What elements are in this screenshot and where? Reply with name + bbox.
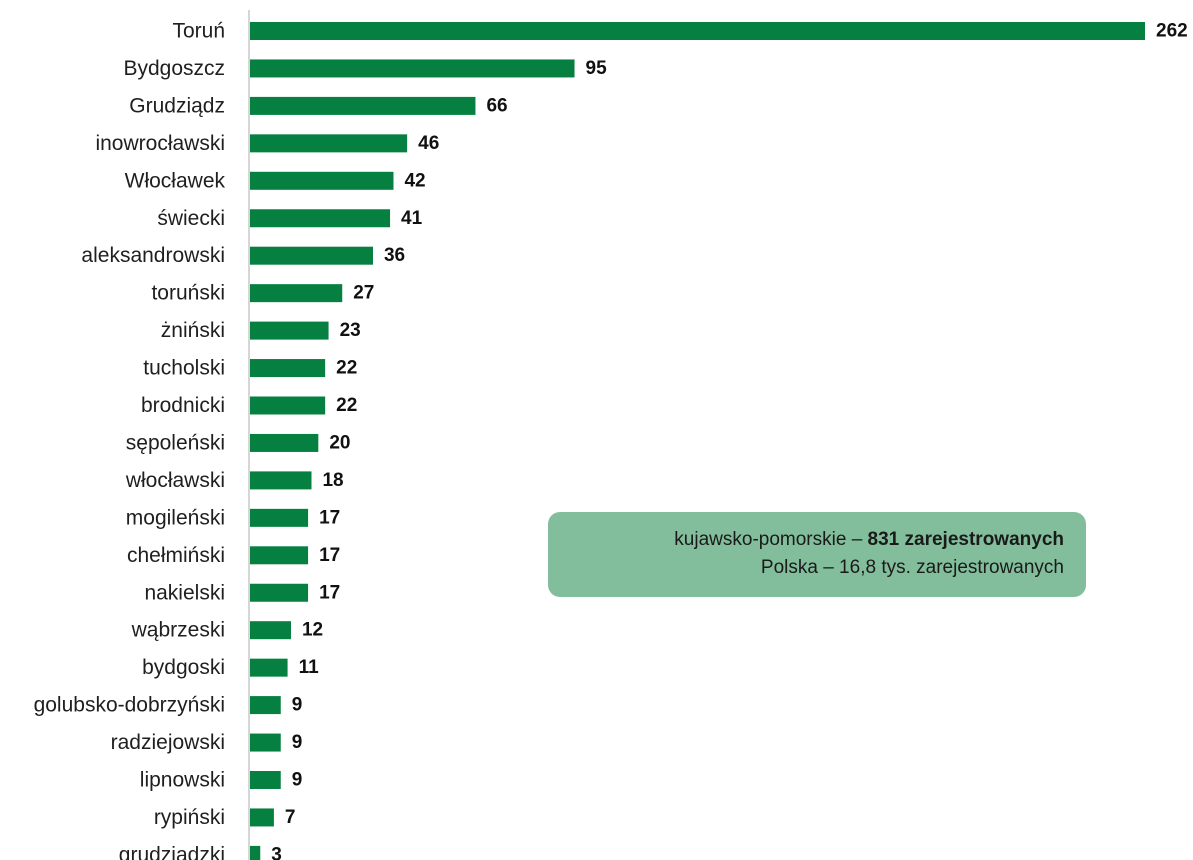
value-label: 42 xyxy=(404,170,425,191)
category-label: aleksandrowski xyxy=(81,244,225,267)
value-label: 36 xyxy=(384,245,405,266)
bar xyxy=(250,771,281,789)
bar xyxy=(250,808,274,827)
category-label: rypiński xyxy=(154,806,225,829)
value-label: 3 xyxy=(271,844,282,860)
category-label: brodnicki xyxy=(141,394,225,417)
value-label: 7 xyxy=(285,807,296,828)
category-label: sępoleński xyxy=(126,431,225,454)
category-label: inowrocławski xyxy=(95,132,225,155)
category-label: mogileński xyxy=(126,506,225,529)
category-label: lipnowski xyxy=(140,769,225,792)
summary-line-region: kujawsko-pomorskie – 831 zarejestrowanyc… xyxy=(548,526,1064,554)
value-label: 27 xyxy=(353,283,374,304)
bar xyxy=(250,359,326,378)
value-label: 22 xyxy=(336,395,357,416)
bar xyxy=(250,321,329,340)
value-label: 12 xyxy=(302,620,323,641)
summary-region-count: 831 zarejestrowanych xyxy=(867,529,1064,550)
category-label: tucholski xyxy=(143,357,225,380)
bar xyxy=(250,284,343,303)
value-label: 66 xyxy=(486,95,507,116)
value-label: 23 xyxy=(340,320,361,341)
value-label: 262 xyxy=(1156,21,1188,42)
value-label: 11 xyxy=(299,657,320,678)
category-label: grudziądzki xyxy=(119,843,225,860)
bar xyxy=(250,508,309,527)
value-label: 9 xyxy=(292,770,303,791)
bar xyxy=(250,696,281,715)
bar xyxy=(250,471,312,490)
value-label: 9 xyxy=(292,732,303,753)
bar xyxy=(250,546,309,565)
category-label: Bydgoszcz xyxy=(123,57,225,80)
category-label: nakielski xyxy=(144,581,225,604)
bar xyxy=(250,171,394,190)
value-label: 20 xyxy=(329,432,350,453)
bar xyxy=(250,845,261,860)
value-label: 17 xyxy=(319,582,340,603)
category-label: chełmiński xyxy=(127,544,225,567)
bar xyxy=(250,433,319,452)
category-label: żniński xyxy=(161,319,225,342)
category-label: Toruń xyxy=(172,20,225,43)
value-label: 41 xyxy=(401,208,423,229)
category-label: Grudziądz xyxy=(129,94,225,117)
bar xyxy=(250,22,1145,40)
value-label: 95 xyxy=(586,58,608,79)
category-label: Włocławek xyxy=(125,169,226,192)
summary-note-box: kujawsko-pomorskie – 831 zarejestrowanyc… xyxy=(548,512,1086,597)
bar xyxy=(250,396,326,415)
bar xyxy=(250,658,288,677)
value-label: 46 xyxy=(418,133,439,154)
category-label: włocławski xyxy=(125,469,225,492)
bar xyxy=(250,246,373,265)
category-label: radziejowski xyxy=(111,731,225,754)
bar xyxy=(250,209,391,228)
category-label: golubsko-dobrzyński xyxy=(34,694,225,717)
bar xyxy=(250,621,291,640)
value-label: 22 xyxy=(336,358,357,379)
bar xyxy=(250,733,281,752)
category-label: bydgoski xyxy=(142,656,225,679)
bar xyxy=(250,96,476,115)
bar xyxy=(250,583,309,602)
value-label: 9 xyxy=(292,695,303,716)
bar xyxy=(250,134,408,153)
category-label: wąbrzeski xyxy=(131,619,225,642)
category-label: toruński xyxy=(151,282,225,305)
summary-line-country: Polska – 16,8 tys. zarejestrowanych xyxy=(760,557,1064,578)
bar xyxy=(250,59,575,78)
category-label: świecki xyxy=(157,207,225,230)
value-label: 18 xyxy=(322,470,343,491)
value-label: 17 xyxy=(319,545,340,566)
summary-region-label: kujawsko-pomorskie – xyxy=(674,529,868,550)
value-label: 17 xyxy=(319,507,340,528)
